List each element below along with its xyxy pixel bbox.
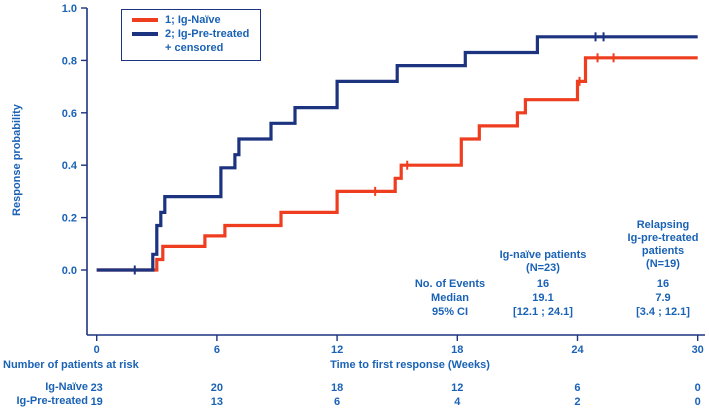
x-tick-label: 24: [571, 344, 584, 356]
km-curve-orange: [96, 56, 698, 272]
legend-label: + censored: [165, 42, 224, 54]
stats-value: [12.1 ; 24.1]: [513, 306, 573, 318]
risk-table-title: Number of patients at risk: [3, 359, 139, 371]
risk-count: 12: [451, 382, 463, 394]
risk-count: 18: [331, 382, 343, 394]
risk-count: 13: [211, 396, 223, 408]
risk-row-label-ig-pretreated: Ig-Pre-treated: [16, 395, 88, 407]
stats-header-line: patients: [641, 245, 685, 257]
risk-count: 4: [454, 396, 461, 408]
y-tick-label: 0.4: [62, 160, 78, 172]
stats-row-label: 95% CI: [431, 306, 469, 318]
risk-count: 0: [695, 396, 701, 408]
stats-value: 7.9: [655, 292, 671, 304]
risk-count: 19: [91, 396, 103, 408]
stats-row-label: Median: [431, 292, 469, 304]
y-tick-label: 0.8: [62, 55, 77, 67]
x-tick-label: 18: [451, 344, 463, 356]
stats-value: 19.1: [532, 292, 554, 304]
stats-header-line: Relapsing: [636, 219, 690, 231]
legend: 1; Ig-Naïve 2; Ig-Pre-treated + censored: [121, 9, 261, 61]
y-tick-label: 0.0: [62, 265, 77, 277]
x-tick-label: 30: [692, 344, 704, 356]
stats-value: 16: [536, 278, 550, 290]
stats-header-line: Ig-naïve patients: [499, 249, 587, 261]
orange-line-swatch-icon: [132, 18, 158, 22]
risk-count: 2: [574, 396, 580, 408]
stats-header-line: (N=23): [526, 262, 560, 274]
stats-value: 16: [656, 278, 670, 290]
legend-item-ig-naive: 1; Ig-Naïve: [122, 13, 260, 27]
x-axis-title: Time to first response (Weeks): [330, 359, 490, 371]
x-tick-label: 0: [94, 344, 100, 356]
y-tick-label: 0.6: [62, 108, 77, 120]
stats-col2-values: 16 7.9 [3.4 ; 12.1]: [613, 277, 709, 319]
stats-col2-header: Relapsing Ig-pre-treated patients (N=19): [613, 219, 709, 271]
x-tick-label: 12: [331, 344, 343, 356]
risk-count: 20: [211, 382, 223, 394]
stats-header-line: (N=19): [646, 258, 680, 270]
stats-row-label: No. of Events: [414, 278, 486, 290]
navy-line-swatch-icon: [132, 32, 158, 36]
stats-col1-header: Ig-naïve patients (N=23): [483, 249, 603, 275]
stats-value: [3.4 ; 12.1]: [636, 306, 690, 318]
empty-swatch: [132, 46, 158, 50]
x-tick-label: 6: [214, 344, 220, 356]
legend-item-ig-pretreated: 2; Ig-Pre-treated: [122, 27, 260, 41]
legend-label: 1; Ig-Naïve: [165, 14, 221, 26]
y-tick-label: 0.2: [62, 213, 77, 225]
y-axis-title: Response probability: [11, 104, 23, 216]
stats-row-labels: No. of Events Median 95% CI: [390, 277, 510, 319]
stats-col1-values: 16 19.1 [12.1 ; 24.1]: [483, 277, 603, 319]
risk-count: 6: [574, 382, 580, 394]
risk-row-label-ig-naive: Ig-Naïve: [45, 381, 88, 393]
legend-label: 2; Ig-Pre-treated: [165, 28, 250, 40]
risk-count: 0: [695, 382, 701, 394]
legend-item-censored: + censored: [122, 41, 260, 55]
risk-count: 23: [91, 382, 103, 394]
stats-header-line: Ig-pre-treated: [627, 232, 699, 244]
y-tick-label: 1.0: [62, 3, 77, 15]
km-curve-navy: [96, 35, 698, 272]
risk-count: 6: [334, 396, 340, 408]
